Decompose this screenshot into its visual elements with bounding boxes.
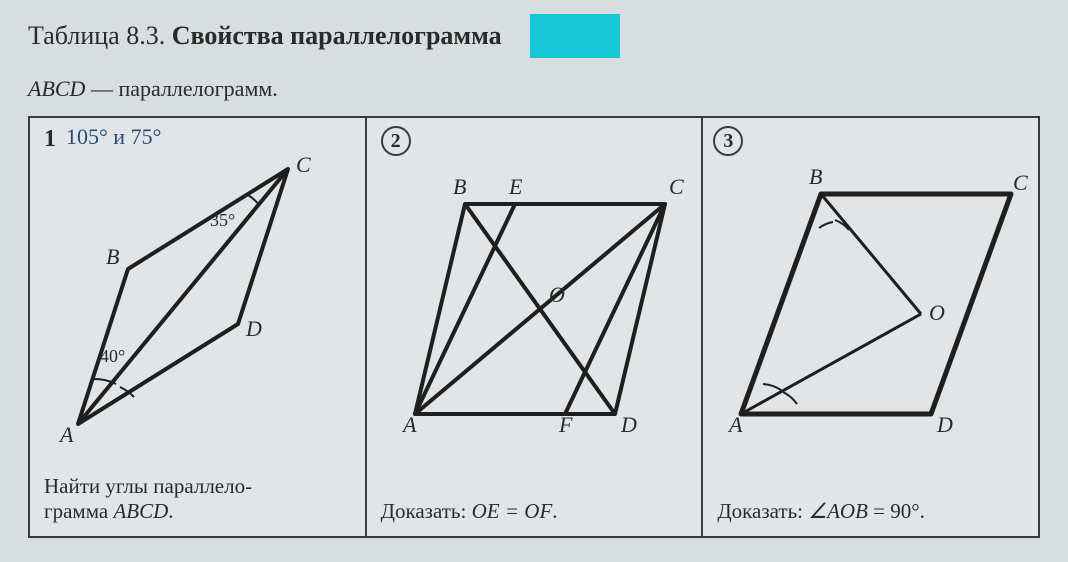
title-text: Свойства параллелограмма (172, 21, 502, 51)
cell-2-caption: Доказать: OE = OF. (381, 499, 688, 524)
label-D3: D (936, 412, 953, 437)
cell-1-caption: Найти углы параллело- грамма ABCD. (44, 474, 351, 524)
figure-1: A B C D 40° 35° (38, 124, 348, 454)
problems-table: 1 105° и 75° (28, 116, 1040, 538)
label-A: A (58, 422, 74, 447)
table-label: Таблица 8.3. (28, 21, 165, 51)
angle-35: 35° (210, 210, 235, 230)
abcd-label: ABCD (28, 76, 85, 101)
label-F: F (558, 412, 573, 437)
angle-40: 40° (100, 346, 125, 366)
label-O: O (549, 282, 565, 307)
figure-3: A B C D O (711, 124, 1031, 454)
dash: — (85, 76, 118, 101)
label-C2: C (669, 174, 684, 199)
cell-2: 2 A B C D E F O (366, 117, 703, 537)
label-D: D (245, 316, 262, 341)
label-C3: C (1013, 170, 1028, 195)
page-title: Таблица 8.3. Свойства параллелограмма (28, 14, 1040, 58)
cell-3: 3 (702, 117, 1039, 537)
label-A2: A (401, 412, 417, 437)
cell-1: 1 105° и 75° (29, 117, 366, 537)
figure-2: A B C D E F O (375, 124, 695, 454)
cell-1-number: 1 (44, 126, 56, 153)
label-O3: O (929, 300, 945, 325)
cell-3-caption: Доказать: ∠AOB = 90°. (717, 499, 1024, 524)
label-B3: B (809, 164, 822, 189)
label-C: C (296, 152, 311, 177)
cell-1-handwritten: 105° и 75° (66, 124, 161, 150)
label-E: E (508, 174, 523, 199)
label-B: B (106, 244, 119, 269)
label-D2: D (620, 412, 637, 437)
cell-2-number: 2 (381, 126, 411, 156)
subtitle-text: параллелограмм. (118, 76, 277, 101)
cyan-tab (530, 14, 620, 58)
subtitle: ABCD — параллелограмм. (28, 76, 1040, 102)
label-B2: B (453, 174, 466, 199)
label-A3: A (727, 412, 743, 437)
